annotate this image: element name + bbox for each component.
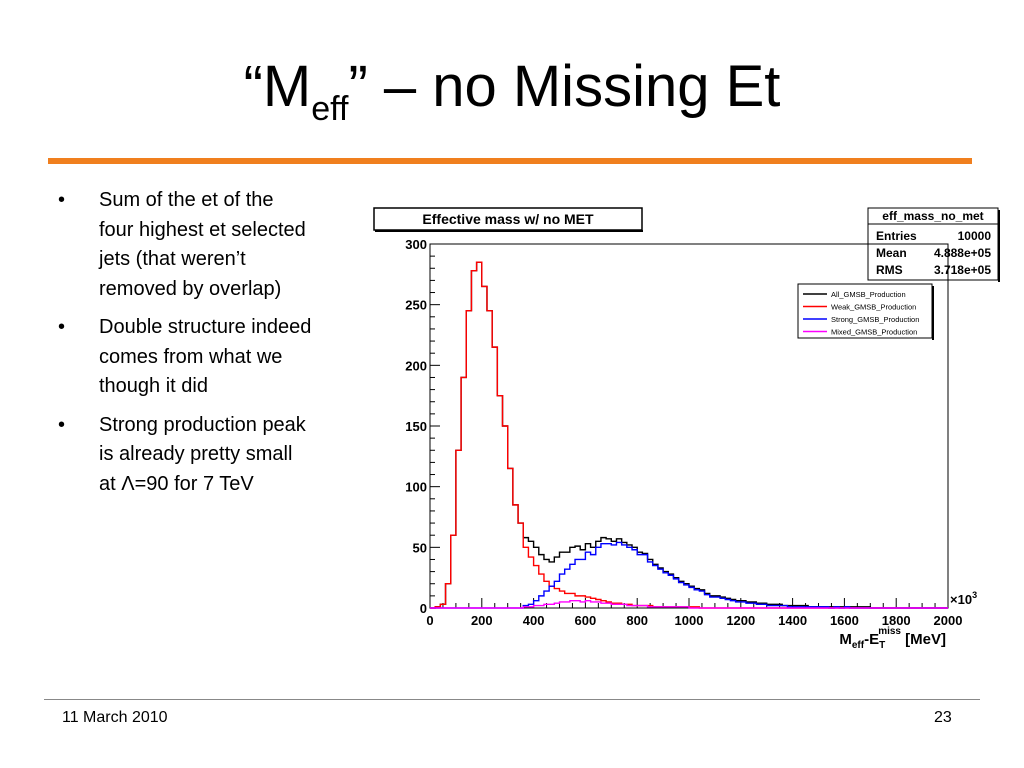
footer-date: 11 March 2010: [62, 709, 168, 726]
bullet-item: • Strong production peak is already pret…: [58, 411, 366, 500]
y-tick-label: 0: [420, 601, 427, 616]
x-tick-label: 600: [575, 613, 597, 628]
y-axis: 0 50 100 150 200 250 300: [405, 237, 440, 616]
x-tick-label: 0: [426, 613, 433, 628]
x-label-sub2: T: [879, 640, 885, 651]
legend: All_GMSB_Production Weak_GMSB_Production S…: [797, 283, 934, 340]
page-number: 23: [934, 709, 952, 726]
stats-box: eff_mass_no_met Entries 10000 Mean 4.888…: [867, 207, 1000, 282]
bullet-dot-icon: •: [58, 316, 66, 338]
x-tick-label: 1000: [675, 613, 704, 628]
chart-title: Effective mass w/ no MET: [422, 211, 594, 227]
x-multiplier: ×103: [950, 590, 977, 607]
x-label-unit: [MeV]: [901, 631, 946, 648]
stats-entries-label: Entries: [876, 229, 917, 243]
x-tick-label: 1800: [882, 613, 911, 628]
stats-rms-value: 3.718e+05: [934, 263, 991, 277]
y-tick-label: 100: [405, 480, 427, 495]
x-tick-label: 1200: [726, 613, 755, 628]
stats-box-title: eff_mass_no_met: [882, 209, 983, 223]
bullet-line: four highest et selected: [99, 218, 306, 241]
x-label-sup: miss: [878, 626, 901, 637]
y-tick-label: 50: [413, 540, 427, 555]
bullet-item: • Double structure indeed comes from wha…: [58, 313, 366, 402]
legend-label: Weak_GMSB_Production: [831, 303, 916, 312]
x-axis-label: Meff-ETmiss [MeV]: [839, 626, 946, 651]
bullet-line: removed by overlap): [99, 277, 282, 300]
stats-mean-value: 4.888e+05: [934, 246, 991, 260]
x-multiplier-base: ×10: [950, 592, 972, 607]
y-tick-label: 250: [405, 298, 427, 313]
stats-entries-value: 10000: [958, 229, 992, 243]
title-prefix: “M: [243, 54, 312, 119]
x-tick-label: 1600: [830, 613, 859, 628]
title-suffix: ” – no Missing Et: [348, 54, 781, 119]
x-tick-label: 200: [471, 613, 493, 628]
x-label-sub1: eff: [852, 640, 865, 651]
bullet-dot-icon: •: [58, 413, 66, 436]
x-axis: 0 200 400 600 800 1000 1200 1400 1600 1800 2000: [426, 598, 962, 628]
bullet-line: is already pretty small: [99, 443, 293, 465]
series-layer: [430, 261, 948, 609]
x-label-dash: -E: [864, 631, 879, 648]
y-tick-label: 300: [405, 237, 427, 252]
slide-title: “Meff” – no Missing Et: [0, 58, 1024, 128]
bullet-line: though it did: [99, 375, 208, 397]
bullet-item: • Sum of the et of the four highest et s…: [58, 186, 366, 304]
chart-title-shadow: [375, 230, 643, 232]
stats-rms-label: RMS: [876, 263, 903, 277]
title-rule: [48, 158, 972, 164]
x-multiplier-exp: 3: [972, 590, 977, 600]
bullet-line: jets (that weren’t: [99, 248, 246, 270]
x-label-main: M: [839, 631, 852, 648]
y-tick-label: 200: [405, 358, 427, 373]
bullet-line: Sum of the et of the: [99, 189, 274, 211]
legend-label: Mixed_GMSB_Production: [831, 328, 917, 337]
stats-mean-label: Mean: [876, 246, 907, 260]
series-Mixed_GMSB_Production: [430, 600, 948, 609]
footer-rule: [44, 699, 980, 700]
histogram-chart: Effective mass w/ no MET eff_mass_no_met…: [373, 207, 1000, 651]
bullet-line: Double structure indeed: [99, 316, 312, 338]
x-tick-label: 1400: [778, 613, 807, 628]
bullet-list: • Sum of the et of the four highest et s…: [58, 186, 366, 508]
bullet-line: at Λ=90 for 7 TeV: [99, 472, 254, 495]
x-tick-label: 2000: [934, 613, 963, 628]
title-subscript: eff: [311, 90, 349, 128]
bullet-line: Strong production peak: [99, 413, 306, 436]
legend-label: All_GMSB_Production: [831, 290, 906, 299]
series-Strong_GMSB_Production: [430, 541, 948, 609]
x-tick-label: 400: [523, 613, 545, 628]
legend-label: Strong_GMSB_Production: [831, 315, 919, 324]
bullet-line: comes from what we: [99, 345, 283, 368]
x-tick-label: 800: [626, 613, 648, 628]
y-tick-label: 150: [405, 419, 427, 434]
bullet-dot-icon: •: [58, 189, 66, 211]
